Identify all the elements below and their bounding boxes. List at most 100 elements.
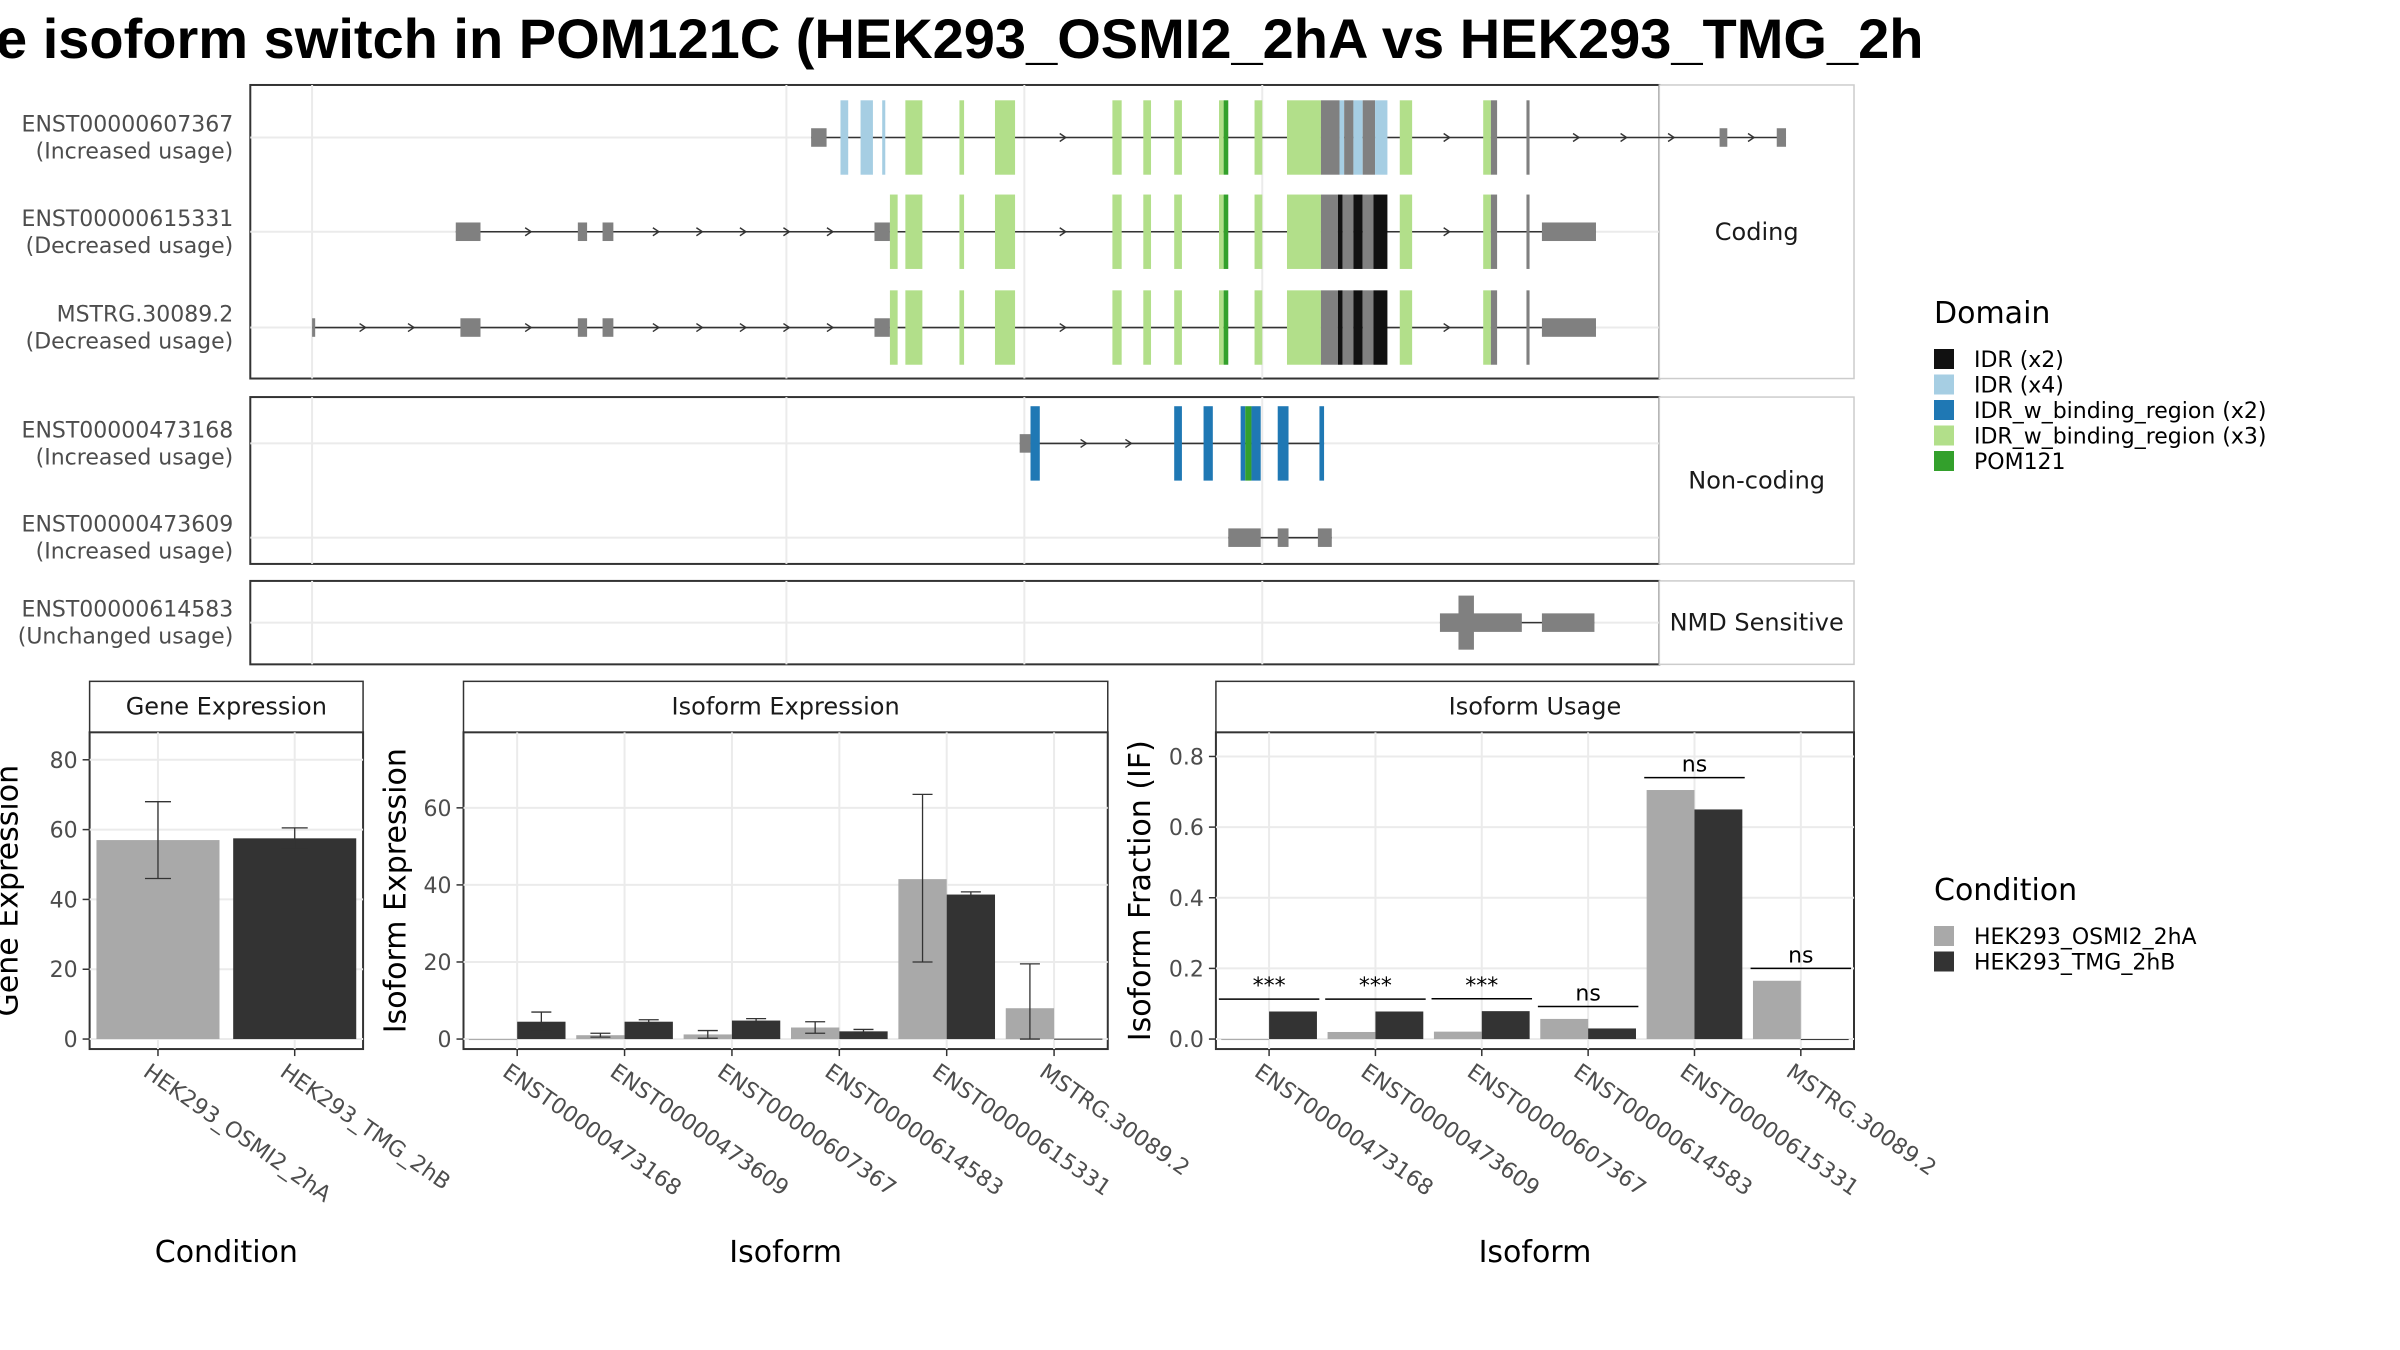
domain-exon	[1174, 290, 1182, 365]
x-axis-title: Isoform	[729, 1235, 842, 1270]
domain-exon	[1362, 100, 1376, 175]
y-tick-label: 0.0	[1169, 1028, 1204, 1053]
transcript-id: ENST00000615331	[22, 207, 234, 232]
domain-exon	[1483, 100, 1491, 175]
legend-swatch	[1934, 425, 1954, 446]
y-tick-label: 0	[438, 1028, 452, 1053]
chart-title: Gene Expression	[126, 692, 327, 720]
transcript-id: ENST00000607367	[22, 113, 234, 138]
bar	[1588, 1028, 1636, 1040]
domain-exon	[1344, 100, 1354, 175]
y-axis-title: Gene Expression	[0, 765, 26, 1017]
domain-exon	[1223, 100, 1229, 175]
intron-arrow	[1080, 438, 1088, 448]
bar	[1375, 1011, 1424, 1040]
intron-arrow	[407, 322, 416, 333]
intron-arrow	[1667, 132, 1676, 143]
x-tick-label: ENST00000607367	[1462, 1059, 1650, 1201]
domain-exon	[1251, 406, 1261, 481]
transcript-usage: (Increased usage)	[36, 445, 234, 470]
chart-strip	[1215, 680, 1855, 734]
bar	[1327, 1031, 1376, 1040]
transcript-MSTRG.30089.2: MSTRG.30089.2(Decreased usage)	[26, 290, 1596, 365]
utr-exon	[874, 318, 890, 337]
domain-exon	[1112, 100, 1122, 175]
intron-arrow	[739, 322, 748, 333]
domain-exon	[1030, 406, 1040, 481]
transcript-usage: (Decreased usage)	[26, 330, 234, 355]
domain-exon	[840, 100, 849, 175]
intron-arrow	[1747, 132, 1756, 143]
bar	[1221, 1039, 1270, 1041]
domain-exon	[1320, 100, 1340, 175]
strip-box	[1658, 580, 1855, 666]
domain-exon	[1254, 100, 1263, 175]
intron-arrow	[1125, 438, 1133, 448]
domain-exon	[1399, 194, 1413, 269]
y-tick-label: 60	[424, 797, 452, 822]
utr-exon	[1541, 222, 1596, 242]
bar	[839, 1031, 888, 1040]
legend-swatch	[1934, 951, 1954, 972]
domain-exon	[860, 100, 873, 175]
panel-label: Coding	[1715, 218, 1799, 246]
transcript-usage: (Decreased usage)	[26, 234, 234, 259]
x-tick-label: ENST00000473609	[605, 1059, 793, 1201]
intron-arrow	[696, 227, 704, 237]
bar	[1800, 1039, 1849, 1041]
utr-exon	[1719, 128, 1728, 147]
y-tick-label: 80	[50, 749, 78, 774]
chart-title: Isoform Expression	[672, 692, 900, 720]
domain-exon	[1362, 194, 1374, 269]
utr-exon	[1439, 613, 1522, 632]
significance-label: ns	[1575, 982, 1600, 1007]
legend-swatch	[1934, 400, 1954, 420]
y-tick-label: 60	[50, 819, 78, 844]
domain-exon	[905, 290, 923, 365]
domain-exon	[1526, 194, 1530, 269]
domain-exon	[1353, 194, 1363, 269]
panel-label: NMD Sensitive	[1670, 609, 1844, 637]
domain-exon	[1112, 194, 1122, 269]
x-tick-label: ENST00000614583	[1569, 1059, 1757, 1201]
bar	[1481, 1011, 1530, 1040]
domain-exon	[905, 194, 923, 269]
intron-arrow	[826, 227, 835, 237]
intron-arrow	[1059, 132, 1067, 143]
significance-label: ***	[1253, 974, 1286, 999]
domain-exon	[1112, 290, 1122, 365]
domain-exon	[1219, 194, 1224, 269]
bar	[1054, 1038, 1103, 1040]
domain-exon	[1320, 290, 1338, 365]
transcript-id: MSTRG.30089.2	[57, 303, 234, 328]
legend-label: IDR_w_binding_region (x3)	[1974, 425, 2266, 450]
chart-frame	[1214, 731, 1856, 1051]
intron-arrow	[1572, 132, 1581, 143]
panel-frame	[249, 396, 1661, 565]
utr-exon	[312, 318, 316, 337]
x-tick-label: ENST00000615331	[927, 1059, 1115, 1201]
domain-exon	[1286, 290, 1321, 365]
transcript-ENST00000473609: ENST00000473609(Increased usage)	[22, 513, 1332, 565]
bar	[731, 1020, 781, 1040]
y-tick-label: 0.6	[1169, 816, 1204, 841]
chart-strip	[462, 680, 1109, 734]
bar	[1752, 980, 1801, 1040]
expression-bar-charts: Gene Expression020406080HEK293_OSMI2_2hA…	[0, 680, 1940, 1270]
domain-exon	[994, 100, 1016, 175]
transcript-id: ENST00000473609	[22, 513, 234, 538]
utr-exon	[811, 128, 827, 147]
transcript-ENST00000614583: ENST00000614583(Unchanged usage)	[18, 595, 1595, 650]
utr-exon	[1541, 318, 1596, 337]
domain-exon	[959, 290, 965, 365]
chart-isoform-expression: Isoform Expression 0 20 40 60 ENST00000473168…	[379, 680, 1194, 1270]
domain-exon	[1373, 194, 1388, 269]
domain-exon	[905, 100, 923, 175]
domain-exon	[1526, 290, 1530, 365]
domain-exon	[1286, 194, 1321, 269]
intron-arrow	[1443, 322, 1451, 333]
bar	[468, 1039, 518, 1041]
domain-exon	[1143, 100, 1152, 175]
